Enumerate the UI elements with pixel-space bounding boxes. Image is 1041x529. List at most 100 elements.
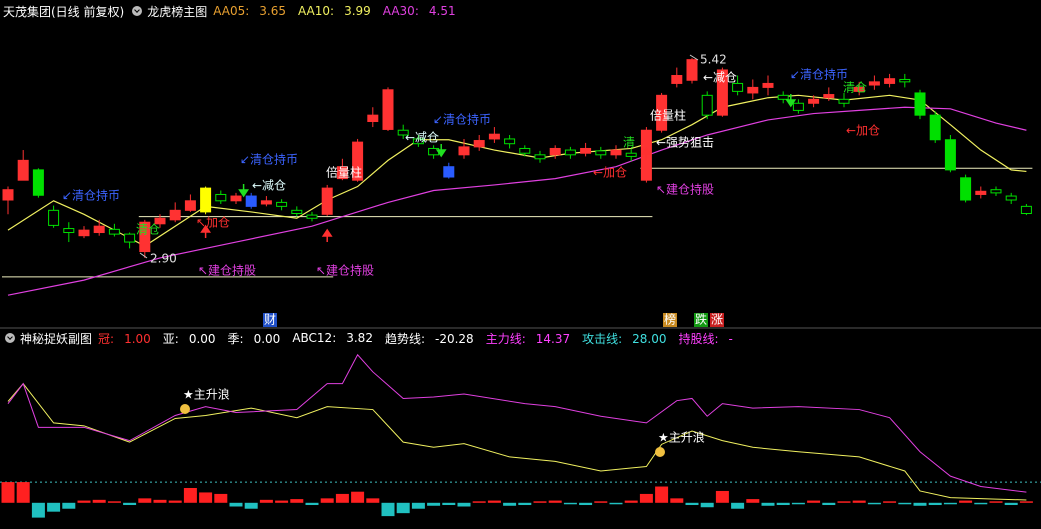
ma-line — [7, 106, 1027, 296]
indicator-name: 冠: — [98, 331, 115, 346]
candle-body — [747, 86, 759, 94]
annotation: ↙清仓持币 — [62, 188, 120, 203]
bar — [670, 498, 684, 503]
candle-body — [352, 141, 364, 181]
annotation: 倍量柱 — [326, 165, 362, 180]
indicator-line — [7, 353, 1027, 493]
candle-body — [564, 149, 576, 156]
bar — [548, 500, 562, 503]
bar — [715, 490, 729, 503]
candle-body — [276, 201, 288, 207]
candle-body — [595, 150, 607, 156]
candle-body — [32, 169, 44, 196]
indicator-value: 0.00 — [253, 331, 281, 346]
bar — [867, 502, 881, 505]
annotation: 清仓 — [843, 81, 867, 95]
bar — [928, 502, 942, 506]
legend-item: AA10: 3.99 — [298, 4, 377, 18]
candle-body — [716, 69, 728, 116]
candle-body — [914, 92, 926, 116]
menu-icon[interactable] — [5, 333, 15, 343]
hand-icon — [655, 447, 665, 457]
indicator-item: 主力线: 14.37 — [486, 330, 576, 347]
bar — [533, 501, 547, 503]
bar — [442, 502, 456, 506]
marker: 跌 — [695, 312, 707, 327]
bar — [959, 500, 973, 503]
indicator-item: 季: 0.00 — [228, 330, 287, 347]
legend-value: 3.65 — [259, 4, 286, 18]
candle-body — [975, 190, 987, 195]
annotation: 清仓 — [136, 223, 160, 237]
indicator-value: 14.37 — [535, 331, 571, 346]
candle-body — [762, 82, 774, 88]
bar — [776, 502, 790, 506]
bar — [731, 502, 745, 509]
indicator-name: 持股线: — [678, 331, 719, 346]
bar — [974, 502, 988, 505]
bar — [883, 501, 897, 503]
legend-value: 4.51 — [428, 4, 456, 18]
legend-value: 3.99 — [344, 4, 371, 18]
marker-box — [710, 313, 724, 327]
bar — [77, 500, 91, 503]
candle-body — [519, 147, 531, 154]
bar — [199, 492, 213, 503]
bar — [852, 500, 866, 503]
candle-body — [17, 159, 29, 181]
main-header: 天茂集团(日线 前复权) 龙虎榜主图 AA05: 3.65 AA10: 3.99 AA3… — [3, 3, 468, 19]
candle-body — [777, 94, 789, 100]
bar — [503, 502, 517, 506]
bar — [259, 499, 273, 503]
annotation: ↙清仓持币 — [240, 152, 298, 167]
indicator-value: 3.82 — [346, 331, 373, 345]
sub-header: 神秘捉妖副图 冠: 1.00 亚: 0.00 季: 0.00 ABC12: 3.82 趋势线: -… — [3, 330, 745, 346]
bar — [898, 502, 912, 505]
bar — [305, 502, 319, 506]
bar — [1019, 501, 1033, 503]
candle-body — [610, 149, 622, 156]
indicator-value: - — [728, 331, 733, 346]
signal-arrow — [640, 146, 652, 160]
annotation: ←加仓 — [846, 124, 880, 138]
candle-body — [184, 200, 196, 211]
candle-body — [808, 98, 820, 104]
candle-body — [990, 189, 1002, 194]
candle-body — [884, 78, 896, 84]
bar — [655, 486, 669, 503]
legend-name: AA05: — [213, 4, 250, 18]
signal-arrow — [200, 224, 212, 238]
candle-body — [656, 94, 668, 131]
candle-body — [929, 114, 941, 141]
candle-body — [823, 94, 835, 99]
bar — [807, 500, 821, 503]
menu-icon[interactable] — [132, 6, 143, 16]
candle-body — [686, 59, 698, 81]
bar — [791, 502, 805, 505]
bar — [1004, 502, 1018, 506]
annotation: ↖加仓 — [196, 216, 230, 230]
marker: 涨 — [711, 312, 723, 327]
bar — [16, 482, 30, 503]
bar — [411, 502, 425, 509]
candle-body — [245, 195, 257, 207]
bar — [168, 500, 182, 503]
annotation: ★主升浪 — [183, 387, 230, 402]
candle-body — [853, 86, 865, 92]
bar — [943, 502, 957, 505]
bar — [700, 502, 714, 508]
legend-name: AA10: — [298, 4, 335, 18]
bar — [31, 502, 45, 518]
annotation: 2.90 — [150, 252, 177, 266]
bar — [335, 493, 349, 503]
candle-body — [732, 82, 744, 92]
candle-body — [367, 114, 379, 123]
annotation: ←强势狙击 — [656, 136, 714, 150]
signal-arrow — [435, 144, 447, 158]
hand-icon — [180, 404, 190, 414]
bar — [685, 502, 699, 506]
candle-body — [336, 166, 348, 180]
annotation: ↙清仓持币 — [433, 112, 491, 127]
candle-body — [549, 147, 561, 156]
